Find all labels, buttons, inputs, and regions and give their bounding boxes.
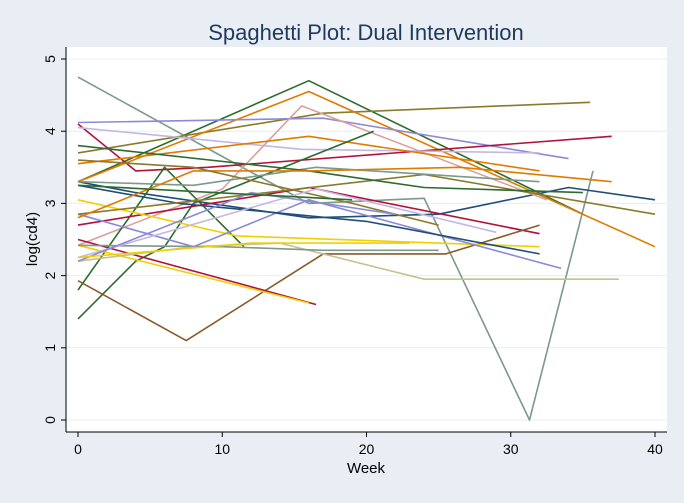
series-line-30	[77, 242, 410, 259]
x-tick-label: 10	[214, 441, 230, 457]
chart-title: Spaghetti Plot: Dual Intervention	[208, 20, 524, 45]
series-line-23	[77, 166, 540, 187]
y-tick-label: 3	[42, 199, 58, 207]
y-tick-label: 4	[42, 127, 58, 135]
y-axis-label: log(cd4)	[24, 212, 41, 266]
series-line-15	[77, 238, 317, 306]
series-line-19	[77, 244, 439, 252]
y-tick-label: 1	[42, 344, 58, 352]
y-tick-label: 2	[42, 271, 58, 279]
x-tick-label: 40	[647, 441, 663, 457]
axis-layer: 0 10 20 30 40 0 1 2 3 4 5	[42, 47, 667, 457]
series-line-25	[77, 166, 612, 219]
series-line-27	[77, 188, 497, 259]
x-axis-label: Week	[347, 460, 386, 477]
x-tick-label: 30	[503, 441, 519, 457]
series-line-2	[77, 180, 656, 219]
series-line-8	[77, 126, 540, 154]
x-tick-label: 20	[359, 441, 375, 457]
y-tick-label: 5	[42, 55, 58, 63]
x-tick-label: 0	[74, 441, 82, 457]
series-line-21	[77, 184, 540, 255]
series-line-29	[77, 184, 353, 201]
series-line-17	[77, 199, 540, 248]
y-tick-label: 0	[42, 416, 58, 424]
series-line-28	[77, 191, 396, 262]
series-line-24	[77, 144, 583, 194]
series-layer	[77, 76, 656, 421]
plot-area	[66, 47, 667, 432]
series-line-4	[77, 101, 591, 154]
